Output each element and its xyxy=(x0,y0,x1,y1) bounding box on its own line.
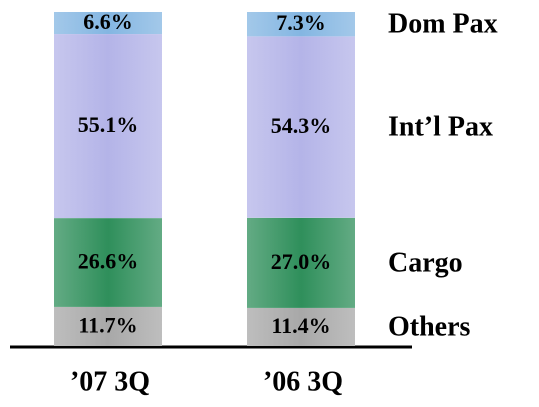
x-tick-label: ’06 3Q xyxy=(263,366,343,397)
bar-segment xyxy=(247,307,355,346)
value-label: 11.4% xyxy=(271,313,330,338)
value-label: 26.6% xyxy=(78,249,139,274)
legend-label: Dom Pax xyxy=(388,9,498,40)
bar-segment xyxy=(247,36,355,218)
value-label: 27.0% xyxy=(271,249,332,274)
bar-segment xyxy=(247,217,355,308)
value-label: 6.6% xyxy=(83,9,133,34)
bar-segment xyxy=(54,34,162,219)
bar-segment xyxy=(247,12,355,37)
value-label: 55.1% xyxy=(78,112,139,137)
bar-segment xyxy=(54,12,162,35)
x-tick-label: ’07 3Q xyxy=(70,366,150,397)
bar-segment xyxy=(54,306,162,346)
value-label: 11.7% xyxy=(78,313,137,338)
bar-segment xyxy=(54,218,162,307)
legend-label: Int’l Pax xyxy=(388,111,493,142)
value-label: 54.3% xyxy=(271,113,332,138)
legend-label: Cargo xyxy=(388,247,463,278)
value-label: 7.3% xyxy=(276,10,326,35)
legend-label: Others xyxy=(388,311,471,342)
